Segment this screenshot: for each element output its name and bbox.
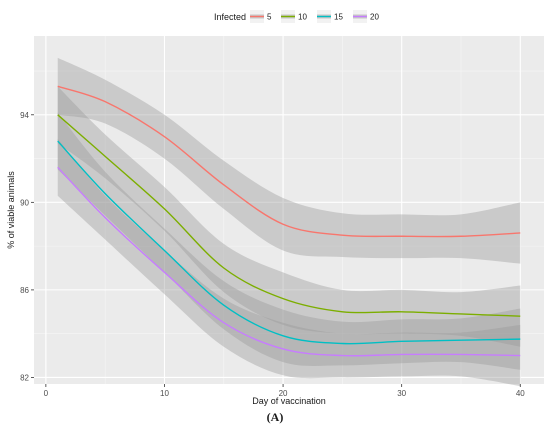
confidence-band-15 <box>57 112 521 370</box>
y-tick-label: 82 <box>20 373 29 382</box>
smoothed-line-chart: Infected 5 10 15 20 0 10 20 30 40 82 86 90 94 Day o… <box>6 10 544 406</box>
series-line-10 <box>57 114 521 317</box>
y-axis-title: % of viable animals <box>6 171 16 249</box>
plot-panel <box>34 36 544 384</box>
series-line-5 <box>57 85 521 238</box>
y-tick-label: 86 <box>20 286 29 295</box>
series-line-20 <box>57 166 521 357</box>
x-tick-label: 10 <box>160 389 169 398</box>
y-tick-label: 94 <box>20 111 29 120</box>
series-line-15 <box>57 140 521 345</box>
x-axis-title: Day of vaccination <box>252 396 326 406</box>
x-tick-label: 40 <box>516 389 525 398</box>
x-tick-label: 0 <box>44 389 49 398</box>
confidence-bands <box>57 57 521 387</box>
minor-gridlines <box>34 36 544 384</box>
series-lines <box>57 85 521 357</box>
confidence-band-20 <box>57 138 521 387</box>
legend-label-20: 20 <box>370 13 379 22</box>
x-tick-label: 30 <box>397 389 406 398</box>
confidence-band-10 <box>57 86 521 347</box>
legend-label-10: 10 <box>298 13 307 22</box>
confidence-band-5 <box>57 57 521 264</box>
legend-label-15: 15 <box>334 13 343 22</box>
legend: Infected 5 10 15 20 <box>214 10 379 23</box>
axis-ticks: 0 10 20 30 40 82 86 90 94 <box>20 111 525 398</box>
x-tick-label: 20 <box>279 389 288 398</box>
major-gridlines <box>34 36 544 384</box>
legend-title: Infected <box>214 12 246 22</box>
figure-caption: (A) <box>266 410 284 424</box>
y-tick-label: 90 <box>20 198 29 207</box>
legend-label-5: 5 <box>267 13 272 22</box>
